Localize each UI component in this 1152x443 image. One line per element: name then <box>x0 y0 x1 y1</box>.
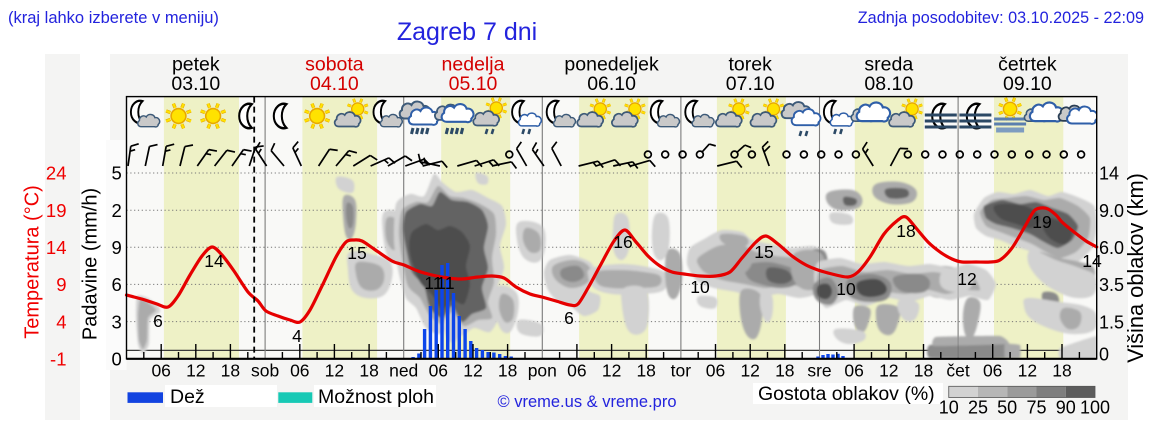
svg-text:2: 2 <box>112 200 122 221</box>
svg-text:06.10: 06.10 <box>587 73 636 95</box>
svg-text:14: 14 <box>204 251 224 271</box>
svg-text:12: 12 <box>325 361 344 381</box>
svg-text:07.10: 07.10 <box>726 73 775 95</box>
svg-text:08.10: 08.10 <box>864 73 913 95</box>
svg-text:6: 6 <box>112 274 122 295</box>
svg-text:5: 5 <box>112 163 122 184</box>
svg-text:06: 06 <box>290 361 309 381</box>
svg-text:12: 12 <box>740 361 759 381</box>
svg-text:-1: -1 <box>50 349 66 370</box>
svg-text:tor: tor <box>671 361 692 381</box>
svg-text:6.0: 6.0 <box>1099 238 1124 258</box>
svg-text:18: 18 <box>775 361 794 381</box>
svg-text:Temperatura (°C): Temperatura (°C) <box>22 185 44 339</box>
svg-text:sob: sob <box>251 361 279 381</box>
svg-text:Dež: Dež <box>170 386 205 408</box>
svg-text:12: 12 <box>879 361 898 381</box>
svg-text:10: 10 <box>690 277 710 297</box>
svg-text:06: 06 <box>706 361 725 381</box>
svg-text:10: 10 <box>836 279 856 299</box>
svg-text:90: 90 <box>1056 398 1076 418</box>
svg-text:sobota: sobota <box>305 54 364 76</box>
svg-text:12: 12 <box>1018 361 1037 381</box>
svg-text:05.10: 05.10 <box>449 73 498 95</box>
svg-text:15: 15 <box>754 242 773 262</box>
svg-text:0: 0 <box>1099 345 1109 365</box>
svg-text:Zadnja posodobitev: 03.10.2025: Zadnja posodobitev: 03.10.2025 - 22:09 <box>858 9 1144 27</box>
svg-text:čet: čet <box>946 361 969 381</box>
svg-text:6: 6 <box>153 311 163 331</box>
svg-text:sreda: sreda <box>864 54 913 76</box>
svg-text:12: 12 <box>186 361 205 381</box>
svg-text:9: 9 <box>112 237 122 258</box>
svg-text:0: 0 <box>112 349 122 370</box>
svg-text:© vreme.us & vreme.pro: © vreme.us & vreme.pro <box>497 393 676 411</box>
svg-text:19: 19 <box>46 200 67 221</box>
svg-text:18: 18 <box>636 361 655 381</box>
svg-text:4: 4 <box>56 311 66 332</box>
svg-text:ned: ned <box>389 361 418 381</box>
svg-text:04.10: 04.10 <box>310 73 359 95</box>
svg-text:16: 16 <box>613 232 632 252</box>
svg-text:sre: sre <box>807 361 831 381</box>
svg-text:18: 18 <box>359 361 378 381</box>
svg-text:18: 18 <box>896 221 915 241</box>
svg-text:18: 18 <box>1052 361 1071 381</box>
svg-text:50: 50 <box>997 398 1017 418</box>
svg-text:6: 6 <box>564 308 574 328</box>
svg-text:nedelja: nedelja <box>442 54 505 76</box>
svg-text:1.5: 1.5 <box>1099 312 1124 332</box>
svg-text:10: 10 <box>939 398 959 418</box>
svg-text:18: 18 <box>498 361 517 381</box>
svg-text:Možnost ploh: Možnost ploh <box>318 386 434 408</box>
svg-text:19: 19 <box>1032 212 1051 232</box>
svg-text:06: 06 <box>429 361 448 381</box>
svg-text:25: 25 <box>968 398 988 418</box>
svg-text:Višina oblakov (km): Višina oblakov (km) <box>1123 173 1148 363</box>
svg-text:3.5: 3.5 <box>1099 275 1124 295</box>
svg-text:100: 100 <box>1080 398 1110 418</box>
svg-text:06: 06 <box>151 361 170 381</box>
svg-text:12: 12 <box>602 361 621 381</box>
svg-text:torek: torek <box>729 54 773 76</box>
svg-text:18: 18 <box>221 361 240 381</box>
svg-text:06: 06 <box>844 361 863 381</box>
svg-text:11: 11 <box>424 273 442 293</box>
svg-text:12: 12 <box>957 269 976 289</box>
svg-text:75: 75 <box>1026 398 1046 418</box>
svg-text:18: 18 <box>914 361 933 381</box>
svg-text:15: 15 <box>347 243 366 263</box>
svg-text:četrtek: četrtek <box>998 54 1057 76</box>
svg-text:ponedeljek: ponedeljek <box>564 54 659 76</box>
svg-text:petek: petek <box>172 54 220 76</box>
svg-text:Zagreb 7 dni: Zagreb 7 dni <box>397 18 537 46</box>
svg-text:4: 4 <box>292 326 302 346</box>
svg-text:14: 14 <box>46 237 67 258</box>
svg-text:Padavine (mm/h): Padavine (mm/h) <box>80 188 102 340</box>
svg-text:11: 11 <box>436 273 454 293</box>
svg-text:Gostota oblakov (%): Gostota oblakov (%) <box>758 383 935 405</box>
svg-text:06: 06 <box>983 361 1002 381</box>
svg-text:3: 3 <box>112 311 122 332</box>
svg-text:24: 24 <box>46 163 67 184</box>
svg-text:9: 9 <box>56 274 66 295</box>
svg-text:03.10: 03.10 <box>171 73 220 95</box>
svg-text:06: 06 <box>567 361 586 381</box>
svg-text:9.0: 9.0 <box>1099 201 1124 221</box>
svg-text:14: 14 <box>1099 164 1119 184</box>
svg-text:09.10: 09.10 <box>1003 73 1052 95</box>
svg-text:pon: pon <box>528 361 557 381</box>
svg-text:(kraj lahko izberete v meniju): (kraj lahko izberete v meniju) <box>8 9 219 27</box>
svg-text:12: 12 <box>463 361 482 381</box>
